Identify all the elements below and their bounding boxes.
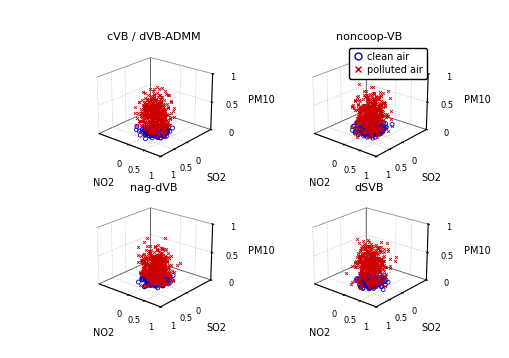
- X-axis label: NO2: NO2: [308, 328, 329, 338]
- X-axis label: NO2: NO2: [93, 178, 114, 188]
- X-axis label: NO2: NO2: [308, 178, 329, 188]
- Legend: clean air, polluted air: clean air, polluted air: [348, 48, 426, 78]
- Title: dSVB: dSVB: [354, 183, 383, 193]
- Title: nag-dVB: nag-dVB: [130, 183, 177, 193]
- Y-axis label: SO2: SO2: [206, 323, 225, 333]
- Y-axis label: SO2: SO2: [420, 173, 441, 183]
- Title: cVB / dVB-ADMM: cVB / dVB-ADMM: [106, 32, 200, 42]
- Y-axis label: SO2: SO2: [206, 173, 225, 183]
- X-axis label: NO2: NO2: [93, 328, 114, 338]
- Title: noncoop-VB: noncoop-VB: [335, 32, 402, 42]
- Y-axis label: SO2: SO2: [420, 323, 441, 333]
